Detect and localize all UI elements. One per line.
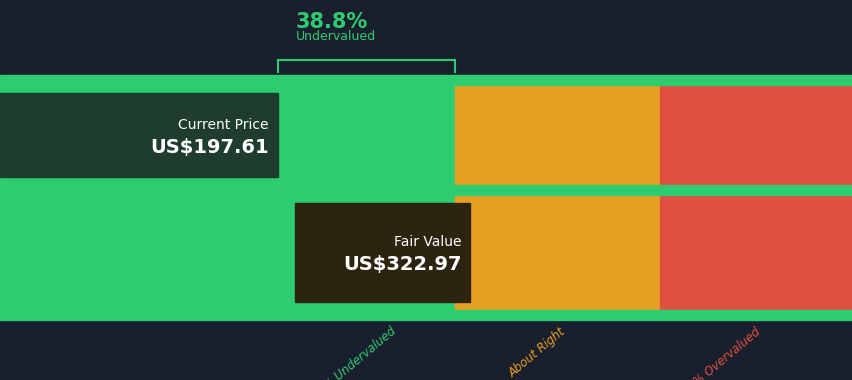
Bar	[0, 195, 454, 310]
Bar	[0, 93, 278, 177]
Bar	[0, 85, 454, 185]
Bar	[0, 185, 852, 195]
Bar	[659, 195, 852, 310]
Text: 38.8%: 38.8%	[296, 12, 368, 32]
Bar	[659, 85, 852, 185]
Bar	[295, 203, 469, 302]
Text: US$322.97: US$322.97	[343, 255, 462, 274]
Bar	[0, 75, 852, 85]
Text: 20% Undervalued: 20% Undervalued	[309, 325, 398, 380]
Bar	[0, 310, 852, 320]
Text: Current Price: Current Price	[178, 118, 268, 132]
Text: About Right: About Right	[506, 325, 567, 380]
Text: Undervalued: Undervalued	[296, 30, 376, 43]
Text: Fair Value: Fair Value	[394, 236, 462, 250]
Bar	[454, 85, 659, 185]
Bar	[454, 195, 659, 310]
Text: 20% Overvalued: 20% Overvalued	[679, 325, 763, 380]
Text: US$197.61: US$197.61	[150, 138, 268, 157]
